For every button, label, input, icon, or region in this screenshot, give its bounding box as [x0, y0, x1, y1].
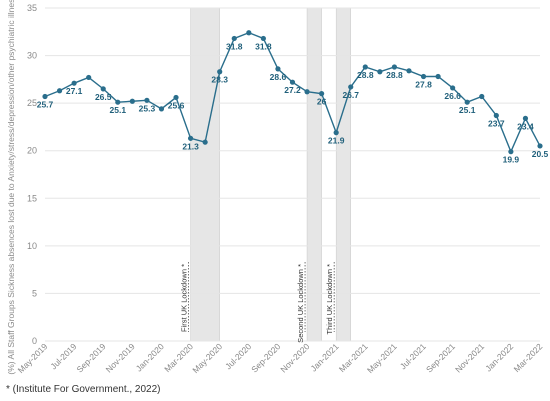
- data-label: 19.9: [503, 155, 520, 165]
- data-label: 20.5: [532, 149, 549, 159]
- data-label: 26.7: [342, 90, 359, 100]
- data-point: [42, 93, 48, 100]
- x-tick-label: Mar-2022: [512, 341, 545, 374]
- x-tick-label: Sep-2020: [249, 341, 282, 374]
- data-point: [56, 88, 63, 94]
- y-tick-label: 30: [27, 51, 37, 61]
- data-label: 23.4: [517, 121, 534, 131]
- data-point: [86, 74, 92, 81]
- line-chart: 0 5 10 15 20 25 30 35 (%) All Staff Groups Sickn…: [6, 0, 549, 375]
- data-point: [464, 99, 470, 105]
- x-tick-label: Jan-2020: [134, 341, 166, 373]
- data-point: [406, 68, 412, 74]
- data-label: 25.3: [139, 103, 156, 113]
- data-label: 25.6: [168, 100, 185, 110]
- data-label: 26.6: [444, 91, 461, 101]
- data-point: [362, 64, 368, 70]
- data-point: [187, 135, 194, 141]
- x-tick-label: May-2021: [365, 341, 399, 375]
- data-point: [144, 97, 150, 103]
- shaded-period-3: [335, 7, 351, 342]
- data-label: 31.8: [255, 41, 272, 51]
- y-tick-label: 25: [27, 98, 37, 108]
- data-label: 27.8: [415, 80, 432, 90]
- x-tick-label: Sep-2021: [424, 341, 457, 374]
- shaded-period-2: [306, 7, 322, 342]
- x-tick-label: Jan-2021: [308, 341, 340, 373]
- data-point: [479, 93, 485, 100]
- data-label: 31.8: [226, 41, 243, 51]
- data-label: 27.1: [66, 86, 83, 96]
- data-point: [435, 73, 441, 80]
- footnote: * (Institute For Government., 2022): [6, 384, 161, 395]
- data-point: [537, 143, 543, 149]
- y-tick-label: 15: [27, 193, 37, 203]
- x-tick-label: Jan-2022: [483, 341, 515, 373]
- data-point: [246, 30, 252, 36]
- data-label: 26: [317, 97, 327, 107]
- data-point: [450, 85, 456, 91]
- data-point: [173, 94, 179, 101]
- data-point: [115, 99, 121, 105]
- data-label: 28.8: [386, 70, 403, 80]
- data-label: 28.6: [270, 72, 287, 82]
- data-point: [260, 35, 266, 42]
- y-tick-label: 35: [27, 3, 37, 13]
- data-point: [522, 115, 529, 121]
- x-tick-label: Sep-2019: [75, 341, 108, 374]
- data-label: 25.7: [37, 99, 54, 109]
- data-point: [493, 112, 499, 119]
- data-point: [348, 84, 354, 90]
- data-point: [71, 80, 77, 86]
- shaded-period-1: [190, 7, 220, 342]
- lockdown-annotation-3: Third UK Lockdown *: [325, 264, 334, 335]
- data-point: [231, 35, 237, 42]
- lockdown-annotation-2: Second UK Lockdown *: [296, 264, 305, 343]
- data-label: 25.1: [110, 105, 127, 115]
- data-point: [319, 91, 325, 97]
- x-tick-label: May-2020: [190, 341, 224, 375]
- data-label: 21.9: [328, 136, 345, 146]
- data-point: [100, 86, 106, 92]
- x-tick-label: May-2019: [16, 341, 50, 375]
- lockdown-annotation-1: First UK Lockdown *: [180, 264, 189, 332]
- x-tick-label: Nov-2020: [278, 341, 311, 374]
- data-label: 26.5: [95, 92, 112, 102]
- data-point: [289, 79, 296, 85]
- data-point: [304, 89, 310, 95]
- y-tick-label: 10: [27, 241, 37, 251]
- data-point: [275, 66, 281, 72]
- data-point: [420, 73, 427, 80]
- data-label: 25.1: [459, 105, 476, 115]
- data-point: [377, 69, 383, 75]
- x-tick-label: Nov-2019: [104, 341, 137, 374]
- x-tick-label: Nov-2021: [453, 341, 486, 374]
- y-tick-label: 0: [32, 336, 37, 346]
- data-point: [391, 64, 398, 70]
- y-axis-label: (%) All Staff Groups Sickness absences l…: [6, 0, 16, 375]
- data-point: [158, 106, 165, 112]
- data-point: [333, 130, 339, 136]
- data-label: 27.2: [284, 85, 301, 95]
- data-label: 21.3: [182, 141, 199, 151]
- y-tick-label: 20: [27, 146, 37, 156]
- data-point: [129, 98, 135, 104]
- data-label: 28.3: [211, 75, 228, 85]
- data-label: 23.7: [488, 119, 505, 129]
- data-point: [508, 149, 514, 155]
- data-label: 28.8: [357, 70, 374, 80]
- data-point: [202, 139, 208, 145]
- data-point: [217, 69, 223, 75]
- y-tick-label: 5: [32, 288, 37, 298]
